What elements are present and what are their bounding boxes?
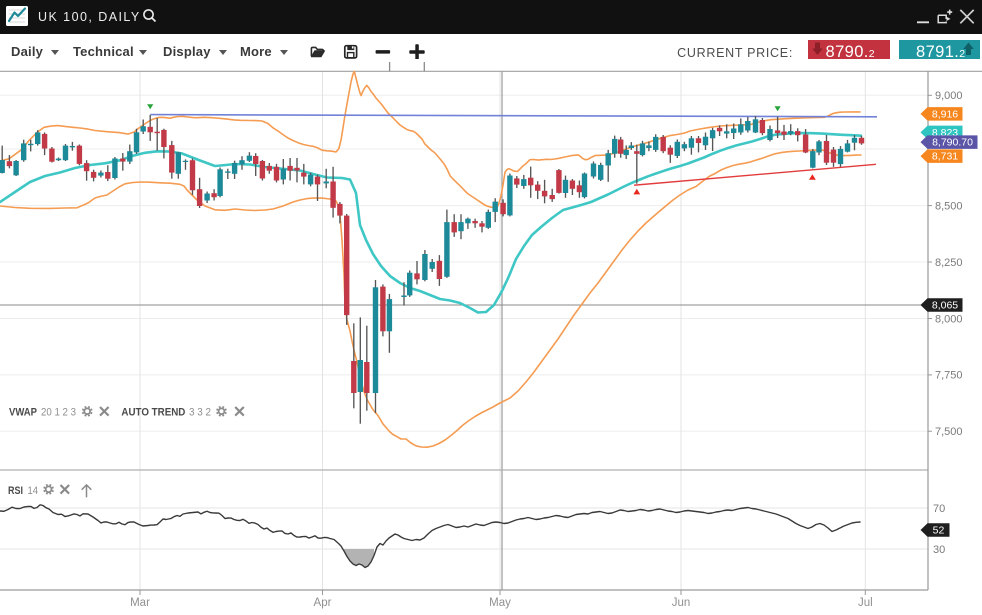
svg-text:8,000: 8,000 xyxy=(935,313,963,325)
svg-text:VWAP: VWAP xyxy=(9,407,37,419)
svg-text:8,500: 8,500 xyxy=(935,200,963,212)
svg-text:9,000: 9,000 xyxy=(935,90,963,102)
svg-text:Jun: Jun xyxy=(672,597,691,609)
svg-text:3 3 2: 3 3 2 xyxy=(189,407,211,419)
svg-text:Jul: Jul xyxy=(858,597,873,609)
svg-text:14: 14 xyxy=(28,485,39,497)
svg-text:8,065: 8,065 xyxy=(932,300,958,312)
svg-text:AUTO TREND: AUTO TREND xyxy=(121,407,185,419)
svg-text:8,731: 8,731 xyxy=(932,151,958,163)
svg-text:Mar: Mar xyxy=(130,597,150,609)
svg-text:70: 70 xyxy=(933,503,945,515)
svg-text:Apr: Apr xyxy=(314,597,332,609)
svg-text:52: 52 xyxy=(933,525,945,537)
svg-text:May: May xyxy=(489,597,511,609)
svg-text:8,916: 8,916 xyxy=(932,109,958,121)
svg-text:7,500: 7,500 xyxy=(935,426,963,438)
svg-text:30: 30 xyxy=(933,544,945,556)
svg-text:RSI: RSI xyxy=(8,485,23,497)
svg-text:20 1 2 3: 20 1 2 3 xyxy=(41,407,76,419)
svg-text:8,250: 8,250 xyxy=(935,257,963,269)
svg-text:7,750: 7,750 xyxy=(935,370,963,382)
svg-text:8,790.70: 8,790.70 xyxy=(932,137,973,149)
